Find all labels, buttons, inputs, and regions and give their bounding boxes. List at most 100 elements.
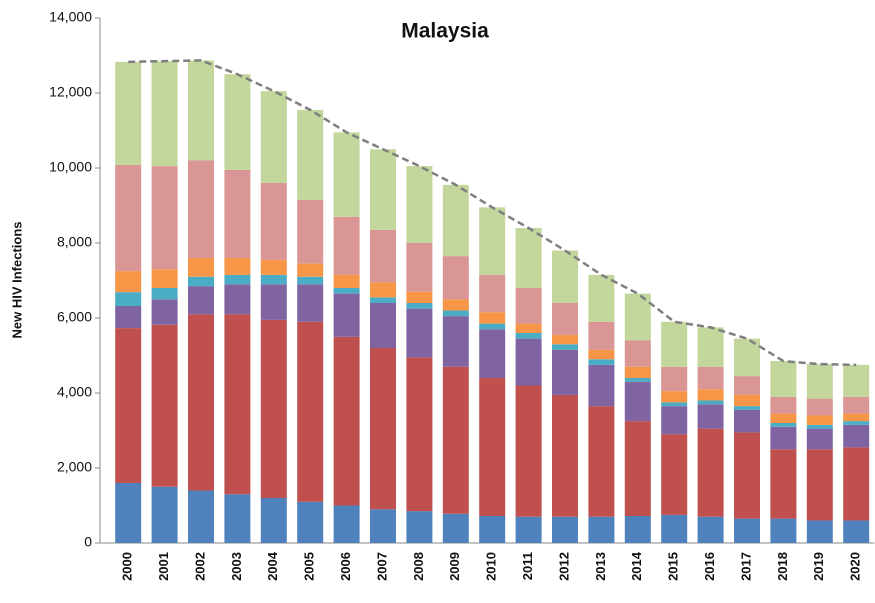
bar-segment: [552, 516, 578, 543]
bar-segment: [333, 336, 360, 506]
bar-segment: [479, 323, 506, 330]
bar-segment: [843, 413, 870, 422]
bar-segment: [406, 303, 433, 309]
x-tick-label: 2013: [593, 552, 608, 581]
bar-segment: [770, 413, 797, 423]
bar-segment: [697, 389, 724, 401]
bar-segment: [442, 366, 469, 514]
bar-segment: [697, 428, 724, 517]
bar-segment: [734, 338, 760, 377]
bar-segment: [515, 338, 542, 386]
bar-segment: [297, 263, 324, 277]
bar-segment: [806, 428, 833, 450]
bar-segment: [624, 340, 651, 367]
bar-segment: [370, 509, 396, 543]
bar-segment: [370, 282, 396, 298]
x-tick-label: 2008: [411, 552, 426, 581]
bar-segment: [843, 421, 870, 425]
bar-segment: [297, 501, 324, 543]
bar-segment: [552, 344, 578, 350]
bar-segment: [333, 132, 360, 217]
bar-segment: [188, 490, 214, 543]
bar-segment: [442, 184, 469, 257]
bar-segment: [260, 319, 287, 498]
bar-segment: [770, 361, 797, 397]
x-tick-label: 2000: [120, 552, 135, 581]
bar-segment: [260, 274, 287, 285]
bar-segment: [151, 324, 178, 487]
bar-segment: [406, 166, 433, 243]
x-tick-label: 2020: [848, 552, 863, 581]
bar-segment: [515, 228, 542, 288]
bar-segment: [624, 293, 651, 341]
bar-segment: [406, 291, 433, 303]
bar-segment: [734, 376, 760, 395]
bar-segment: [697, 404, 724, 429]
x-tick-label: 2007: [374, 552, 389, 581]
y-tick-label: 0: [84, 534, 92, 550]
y-tick-label: 2,000: [57, 459, 92, 475]
bar-segment: [661, 321, 688, 367]
bar-segment: [333, 216, 360, 275]
bar-segment: [406, 357, 433, 512]
bar-segment: [370, 229, 396, 283]
x-tick-label: 2006: [338, 552, 353, 581]
bar-segment: [406, 243, 433, 292]
bar-segment: [552, 334, 578, 345]
bar-segment: [442, 316, 469, 367]
bar-segment: [479, 207, 506, 275]
y-tick-label: 4,000: [57, 384, 92, 400]
bar-segment: [770, 518, 797, 543]
bar-segment: [770, 423, 797, 427]
bar-segment: [260, 259, 287, 275]
bar-segment: [697, 400, 724, 405]
bar-segment: [297, 109, 324, 200]
bar-segment: [624, 366, 651, 378]
bar-segment: [115, 483, 142, 543]
x-tick-label: 2001: [156, 552, 171, 581]
bar-segment: [260, 284, 287, 320]
bar-segment: [479, 378, 506, 516]
bar-segment: [370, 348, 396, 510]
y-tick-label: 10,000: [49, 159, 92, 175]
bar-segment: [843, 424, 870, 448]
bar-segment: [661, 406, 688, 435]
bar-segment: [479, 329, 506, 378]
bar-segment: [442, 513, 469, 543]
bar-segment: [552, 303, 578, 335]
bar-segment: [115, 271, 142, 293]
bar-segment: [115, 292, 142, 306]
bar-segment: [624, 378, 651, 382]
bar-segment: [406, 308, 433, 358]
bar-segment: [442, 299, 469, 311]
bar-segment: [333, 505, 360, 543]
bar-segment: [843, 364, 870, 397]
bar-segment: [843, 396, 870, 414]
bar-segment: [806, 520, 833, 543]
x-tick-label: 2017: [738, 552, 753, 581]
x-tick-label: 2012: [556, 552, 571, 581]
bar-segment: [624, 421, 651, 516]
bar-segment: [588, 359, 615, 365]
x-tick-label: 2004: [265, 551, 280, 581]
x-tick-label: 2003: [229, 552, 244, 581]
bar-segment: [588, 406, 615, 517]
x-tick-label: 2016: [702, 552, 717, 581]
bar-segment: [697, 516, 724, 543]
total-line: [128, 59, 857, 367]
bar-segment: [479, 516, 506, 543]
bar-segment: [624, 516, 651, 543]
bar-segment: [188, 160, 214, 258]
bar-segment: [115, 306, 142, 329]
bar-segment: [624, 381, 651, 422]
bar-segment: [188, 60, 214, 161]
bar-segment: [697, 327, 724, 367]
bar-segment: [224, 74, 251, 170]
bar-segment: [588, 349, 615, 360]
bar-segment: [224, 258, 251, 275]
bar-segment: [188, 258, 214, 277]
bar-segment: [770, 449, 797, 519]
bar-segment: [515, 333, 542, 339]
y-tick-label: 8,000: [57, 234, 92, 250]
